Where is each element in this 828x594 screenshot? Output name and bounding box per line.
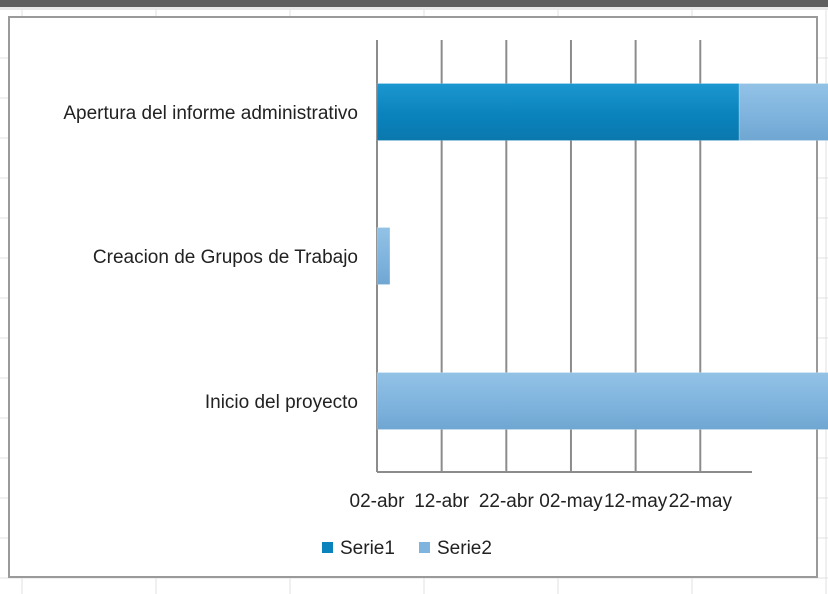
bar-serie1-0[interactable] bbox=[376, 83, 740, 141]
window-top-bar bbox=[0, 0, 828, 7]
x-tick-label: 02-may bbox=[539, 491, 603, 512]
bar-serie2-0[interactable] bbox=[738, 83, 828, 141]
x-tick-label: 12-may bbox=[604, 491, 668, 512]
x-tick-labels: 02-abr 12-abr 22-abr 02-may 12-may 22-may bbox=[350, 491, 733, 512]
category-label: Inicio del proyecto bbox=[205, 392, 358, 413]
window-top-strip bbox=[0, 7, 828, 10]
x-tick-label: 12-abr bbox=[414, 491, 470, 512]
x-tick-label: 22-abr bbox=[479, 491, 535, 512]
category-labels: Apertura del informe administrativo Creac… bbox=[63, 103, 358, 413]
category-label: Creacion de Grupos de Trabajo bbox=[93, 247, 358, 268]
bar-serie2-2[interactable] bbox=[376, 372, 828, 430]
bar-serie2-1[interactable] bbox=[376, 227, 391, 285]
legend-swatch-serie1 bbox=[322, 542, 333, 553]
category-label: Apertura del informe administrativo bbox=[63, 103, 358, 124]
legend: Serie1 Serie2 bbox=[322, 538, 492, 559]
legend-swatch-serie2 bbox=[419, 542, 430, 553]
x-tick-label: 02-abr bbox=[350, 491, 406, 512]
legend-label-serie1: Serie1 bbox=[340, 538, 395, 559]
bars bbox=[376, 83, 828, 430]
x-tick-label: 22-may bbox=[669, 491, 733, 512]
legend-label-serie2: Serie2 bbox=[437, 538, 492, 559]
